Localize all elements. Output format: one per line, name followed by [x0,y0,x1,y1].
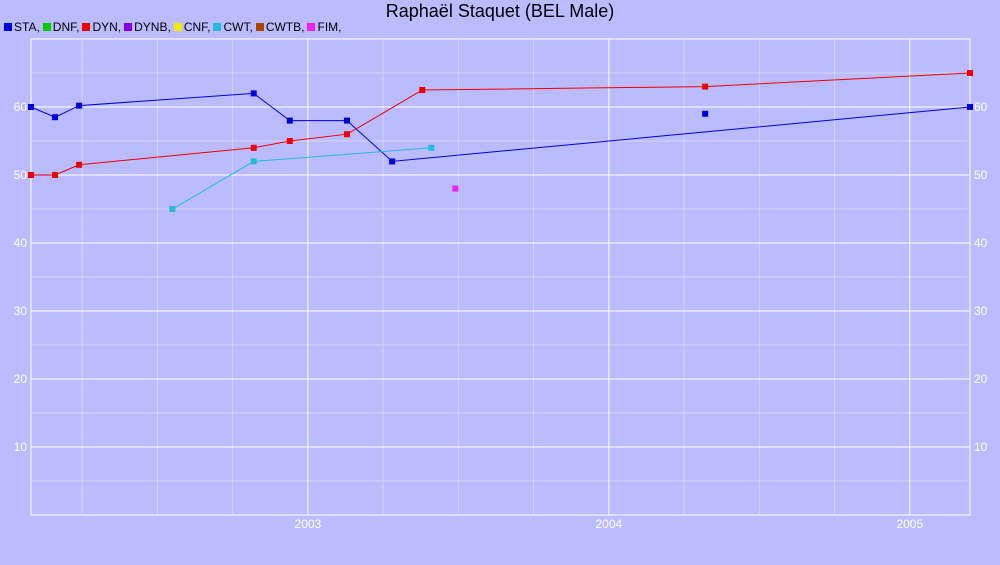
series-line-cwt [172,147,432,210]
data-point-sta [389,158,396,165]
data-point-sta [344,117,351,124]
y-tick-label-left: 60 [14,100,28,114]
legend-entry-dyn: DYN, [82,20,121,34]
chart-title: Raphaël Staquet (BEL Male) [385,1,615,21]
y-tick-label-left: 30 [14,304,28,318]
y-tick-label-left: 50 [14,168,28,182]
legend-label-dnf: DNF, [52,20,80,34]
legend-swatch-cwt [213,23,222,31]
y-tick-label-right: 10 [974,440,988,454]
legend-swatch-dyn [82,23,91,31]
y-tick-label-right: 60 [974,100,988,114]
data-point-cwt [250,158,257,165]
data-point-sta [52,114,59,121]
legend-entry-sta: STA, [4,20,40,34]
data-point-dyn [76,161,83,168]
legend-label-dynb: DYNB, [134,20,171,34]
data-point-sta [702,110,709,117]
data-point-sta [967,104,973,110]
y-tick-label-left: 10 [14,440,28,454]
legend-entry-fim: FIM, [307,20,341,34]
data-point-dyn [250,144,257,151]
data-point-cwt [169,206,176,212]
y-tick-label-left: 20 [14,372,28,386]
x-tick-label: 2003 [295,517,322,531]
legend-swatch-cnf [173,23,182,31]
x-tick-label: 2005 [896,517,923,531]
data-point-dyn [28,172,34,178]
y-tick-label-left: 40 [14,236,28,250]
data-point-sta [250,90,257,97]
legend-swatch-dynb [124,23,133,31]
y-tick-label-right: 50 [974,168,988,182]
data-point-cwt [428,144,435,151]
legend-label-cwt: CWT, [223,20,253,34]
legend-swatch-cwtb [255,23,264,31]
y-tick-label-right: 30 [974,304,988,318]
data-point-dyn [419,87,426,93]
series-line-dyn [31,72,971,176]
legend-entry-dynb: DYNB, [124,20,171,34]
legend-swatch-sta [4,23,12,31]
legend-label-sta: STA, [14,20,40,34]
y-tick-label-right: 40 [974,236,988,250]
data-point-dyn [344,131,351,138]
legend: STA, DNF, DYN, DYNB, CNF, CWT, CWTB, FIM, [4,20,344,36]
y-tick-label-right: 20 [974,372,988,386]
data-point-dyn [52,172,59,178]
data-point-dyn [286,138,293,144]
legend-swatch-fim [307,23,316,31]
data-point-sta [76,102,83,109]
legend-label-cwtb: CWTB, [265,20,305,34]
legend-entry-dnf: DNF, [42,20,80,34]
legend-label-cnf: CNF, [183,20,211,34]
data-point-sta [28,104,34,110]
legend-entry-cwtb: CWTB, [255,20,305,34]
data-point-fim [452,185,459,192]
data-point-dyn [967,70,973,76]
series-line-sta [30,92,971,162]
legend-swatch-dnf [42,23,51,31]
legend-label-dyn: DYN, [92,20,122,34]
x-tick-label: 2004 [595,517,622,531]
data-point-dyn [702,83,709,90]
data-point-sta [286,117,293,124]
legend-entry-cnf: CNF, [173,20,211,34]
legend-label-fim: FIM, [317,20,342,34]
legend-entry-cwt: CWT, [213,20,253,34]
